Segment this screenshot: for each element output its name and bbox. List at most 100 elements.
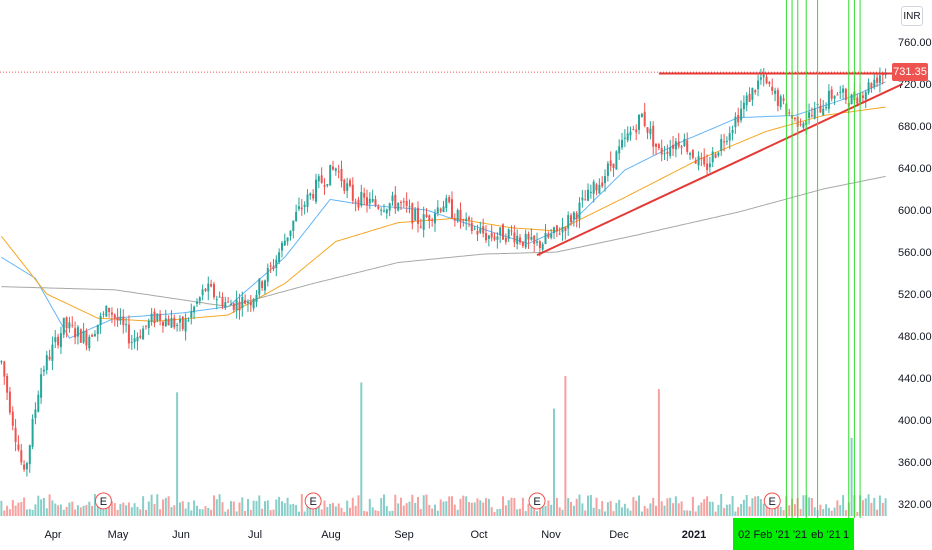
volume-bar — [351, 497, 354, 516]
volume-bar — [839, 505, 842, 516]
volume-bar — [615, 503, 618, 516]
candle-body — [320, 175, 323, 183]
candle-body — [42, 369, 45, 372]
volume-bar — [388, 511, 391, 516]
candle-body — [725, 140, 728, 142]
candle-body — [31, 418, 34, 447]
volume-bar — [643, 505, 646, 516]
volume-bar — [482, 502, 485, 516]
volume-bar — [207, 507, 210, 516]
price-tick-label: 400.00 — [898, 415, 932, 427]
candle-body — [422, 214, 425, 230]
candle-body — [453, 218, 456, 221]
volume-bar — [244, 511, 247, 516]
candle-body — [864, 92, 867, 100]
candle-body — [703, 157, 706, 165]
candle-body — [691, 150, 694, 158]
time-axis[interactable]: Apr May Jun Jul Aug Sep Oct Nov Dec 2021 02 Feb '2… — [44, 518, 854, 550]
candle-body — [660, 147, 663, 155]
volume-bar — [513, 498, 516, 516]
volume-bar — [660, 501, 663, 516]
candle-body — [193, 306, 196, 313]
currency-badge[interactable]: INR — [901, 6, 923, 26]
candle-body — [487, 235, 490, 239]
candle-body — [734, 116, 737, 128]
candle-body — [326, 184, 329, 186]
volume-bar — [762, 503, 765, 516]
volume-bar — [130, 507, 133, 516]
earnings-marker-label: E — [309, 496, 316, 508]
candle-body — [564, 227, 567, 231]
price-tick-label: 640.00 — [898, 163, 932, 175]
volume-bar — [159, 509, 162, 516]
price-tick-label: 480.00 — [898, 331, 932, 343]
volume-bar — [691, 496, 694, 516]
candle-body — [79, 329, 82, 343]
candle-body — [502, 224, 504, 240]
candle-body — [629, 131, 632, 136]
volume-bar — [547, 500, 550, 516]
time-tick-label: 2021 — [682, 529, 706, 541]
candle-body — [405, 200, 408, 206]
volume-bar — [116, 509, 119, 516]
volume-bar — [334, 506, 337, 516]
volume-bar — [618, 499, 621, 516]
volume-bar — [363, 510, 366, 516]
volume-bar — [564, 376, 567, 516]
volume-bar — [808, 497, 811, 516]
candle-body — [830, 89, 833, 99]
volume-bar — [385, 506, 388, 516]
candle-body — [774, 90, 777, 94]
volume-bar — [657, 389, 660, 516]
candle-body — [198, 297, 201, 302]
volume-bar — [479, 500, 482, 516]
price-axis[interactable]: 760.00 720.00 680.00 640.00 600.00 560.00 520.… — [898, 37, 932, 511]
volume-bar — [82, 505, 85, 516]
volume-bar — [145, 509, 147, 516]
volume-bar — [312, 509, 315, 516]
volume-bar — [878, 495, 881, 516]
volume-bar — [391, 510, 394, 516]
volume-bar — [723, 508, 726, 516]
volume-bar — [31, 509, 34, 516]
candle-body — [581, 197, 584, 201]
volume-bar — [536, 511, 538, 516]
candle-body — [99, 315, 102, 326]
candle-body — [286, 237, 289, 242]
candle-body — [3, 361, 6, 377]
volume-bar — [93, 494, 96, 516]
volume-bar — [241, 497, 244, 516]
candle-body — [485, 233, 487, 241]
time-tick-label: 02 Feb '21 — [738, 529, 790, 541]
candle-body — [519, 237, 521, 243]
volume-bar — [581, 503, 584, 516]
volume-bar — [487, 498, 490, 516]
volume-bar — [48, 494, 51, 516]
candle-body — [164, 318, 167, 326]
volume-bar — [326, 507, 329, 516]
candle-body — [516, 235, 519, 245]
volume-bar — [714, 511, 717, 516]
candle-body — [825, 107, 828, 109]
volume-bar — [176, 392, 179, 516]
volume-bar — [751, 498, 754, 516]
volume-bar — [802, 495, 805, 516]
candle-body — [201, 289, 204, 296]
candle-body — [748, 94, 751, 102]
volume-bar — [125, 505, 128, 516]
volume-bar — [266, 500, 269, 516]
volume-bar — [822, 509, 825, 516]
volume-bar — [711, 501, 714, 516]
volume-bar — [833, 507, 836, 516]
volume-bar — [666, 498, 669, 516]
candle-body — [8, 391, 11, 413]
candle-body — [374, 199, 377, 206]
candle-body — [116, 316, 119, 321]
volume-bar — [439, 499, 442, 516]
candle-body — [496, 236, 499, 240]
volume-bar — [434, 504, 436, 516]
volume-bar — [638, 495, 640, 516]
candle-body — [839, 91, 842, 93]
